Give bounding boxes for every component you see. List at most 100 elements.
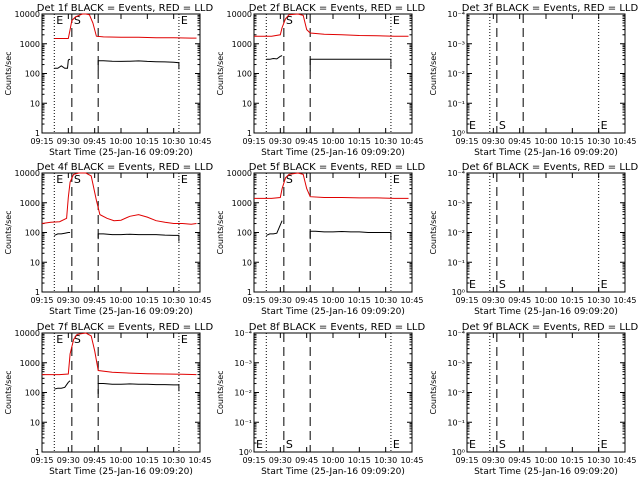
- y-tick-label: 10000: [15, 169, 40, 178]
- x-tick-label: 09:45: [508, 296, 531, 305]
- plot-title: Det 1f BLACK = Events, RED = LLD: [37, 3, 214, 14]
- x-tick-label: 10:15: [348, 137, 371, 146]
- y-tick-label: 1: [35, 448, 40, 457]
- y-tick-label: 10⁻²: [447, 229, 465, 238]
- events-series-line: [97, 383, 180, 394]
- x-tick-label: 09:30: [57, 137, 80, 146]
- marker-label: E: [393, 14, 400, 27]
- x-tick-label: 10:00: [109, 296, 132, 305]
- plot-title: Det 6f BLACK = Events, RED = LLD: [462, 162, 639, 173]
- x-tick-label: 10:30: [374, 296, 397, 305]
- y-tick-label: 10⁻¹: [447, 258, 465, 267]
- y-tick-label: 10: [30, 99, 40, 108]
- y-tick-label: 10⁻²: [447, 70, 465, 79]
- y-tick-label: 100: [25, 389, 40, 398]
- x-tick-label: 09:30: [482, 296, 505, 305]
- marker-label: E: [256, 438, 263, 451]
- plot-frame: [253, 332, 413, 453]
- plot-panel-3: Det 3f BLACK = Events, RED = LLD 10⁰ 10⁻¹ 1…: [429, 3, 638, 158]
- y-tick-label: 100: [237, 229, 252, 238]
- x-tick-label: 10:30: [587, 456, 610, 465]
- x-tick-label: 09:45: [83, 137, 106, 146]
- y-axis-label: Counts/sec: [429, 370, 438, 414]
- x-tick-label: 10:15: [136, 456, 159, 465]
- plot-panel-5: Det 5f BLACK = Events, RED = LLD 1 10 100 10…: [216, 162, 425, 317]
- x-tick-label: 10:30: [374, 137, 397, 146]
- marker-label: S: [499, 438, 506, 451]
- x-tick-label: 10:15: [561, 456, 584, 465]
- x-tick-label: 09:15: [242, 456, 265, 465]
- x-tick-label: 09:45: [295, 456, 318, 465]
- events-series-line: [54, 232, 71, 236]
- y-tick-label: 10⁰: [452, 129, 465, 138]
- x-tick-label: 09:15: [30, 137, 53, 146]
- y-tick-label: 10⁰: [452, 448, 465, 457]
- y-axis-label: Counts/sec: [4, 51, 13, 95]
- plot-title: Det 7f BLACK = Events, RED = LLD: [37, 322, 214, 333]
- marker-label: E: [181, 333, 188, 346]
- x-tick-label: 09:30: [57, 296, 80, 305]
- x-tick-label: 09:30: [269, 456, 292, 465]
- y-tick-label: 10⁻³: [234, 359, 252, 368]
- plot-panel-2: Det 2f BLACK = Events, RED = LLD 1 10 100 10…: [216, 3, 425, 158]
- plot-title: Det 4f BLACK = Events, RED = LLD: [37, 162, 214, 173]
- marker-label: E: [393, 438, 400, 451]
- x-tick-label: 09:45: [295, 296, 318, 305]
- marker-label: E: [601, 119, 608, 132]
- x-tick-label: 09:15: [30, 456, 53, 465]
- y-tick-label: 10: [242, 258, 252, 267]
- x-tick-label: 09:30: [269, 137, 292, 146]
- y-tick-label: 1000: [20, 359, 40, 368]
- x-tick-label: 10:45: [188, 137, 211, 146]
- plot-panel-9: Det 9f BLACK = Events, RED = LLD 10⁰ 10⁻¹ 1…: [429, 322, 638, 477]
- y-tick-label: 10⁻³: [447, 40, 465, 49]
- y-tick-label: 1000: [20, 40, 40, 49]
- x-axis-label: Start Time (25-Jan-16 09:09:20): [474, 148, 618, 158]
- x-tick-label: 09:15: [30, 296, 53, 305]
- events-series-line: [54, 380, 71, 390]
- y-tick-label: 1: [247, 288, 252, 297]
- x-tick-label: 10:15: [561, 137, 584, 146]
- x-tick-label: 10:00: [109, 137, 132, 146]
- y-tick-label: 10⁻¹: [447, 99, 465, 108]
- x-tick-label: 10:15: [136, 137, 159, 146]
- y-tick-label: 10000: [227, 10, 252, 19]
- lld-series-line: [54, 13, 197, 39]
- x-tick-label: 09:30: [482, 456, 505, 465]
- y-tick-label: 10000: [15, 329, 40, 338]
- x-axis-label: Start Time (25-Jan-16 09:09:20): [261, 307, 405, 317]
- y-tick-label: 1: [35, 288, 40, 297]
- y-tick-label: 10⁰: [452, 288, 465, 297]
- x-tick-label: 10:00: [321, 137, 344, 146]
- x-tick-label: 10:00: [534, 296, 557, 305]
- y-tick-label: 10: [242, 99, 252, 108]
- x-tick-label: 10:00: [534, 137, 557, 146]
- x-tick-label: 10:00: [534, 456, 557, 465]
- events-series-line: [266, 220, 283, 236]
- y-tick-label: 10⁻²: [447, 389, 465, 398]
- lld-series-line: [254, 13, 409, 37]
- x-axis-label: Start Time (25-Jan-16 09:09:20): [474, 467, 618, 477]
- x-tick-label: 10:00: [109, 456, 132, 465]
- y-tick-label: 100: [25, 229, 40, 238]
- marker-label: E: [469, 438, 476, 451]
- x-tick-label: 09:15: [455, 296, 478, 305]
- x-tick-label: 10:30: [162, 137, 185, 146]
- y-axis-label: Counts/sec: [429, 51, 438, 95]
- x-tick-label: 10:15: [348, 456, 371, 465]
- x-tick-label: 09:15: [455, 456, 478, 465]
- marker-label: E: [469, 119, 476, 132]
- x-axis-label: Start Time (25-Jan-16 09:09:20): [49, 307, 193, 317]
- x-tick-label: 10:30: [162, 296, 185, 305]
- y-tick-label: 1000: [232, 40, 252, 49]
- y-axis-label: Counts/sec: [216, 370, 225, 414]
- x-tick-label: 09:15: [242, 296, 265, 305]
- marker-label: S: [286, 14, 293, 27]
- marker-label: E: [601, 278, 608, 291]
- x-tick-label: 10:45: [188, 456, 211, 465]
- x-tick-label: 10:15: [561, 296, 584, 305]
- x-tick-label: 10:00: [321, 456, 344, 465]
- lld-series-line: [41, 172, 197, 225]
- plot-frame: [466, 172, 626, 293]
- x-tick-label: 09:15: [455, 137, 478, 146]
